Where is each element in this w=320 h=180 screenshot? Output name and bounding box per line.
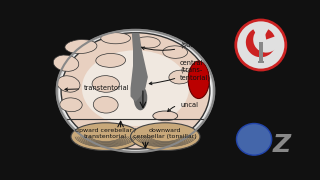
Ellipse shape xyxy=(60,98,82,112)
Ellipse shape xyxy=(61,33,210,149)
Ellipse shape xyxy=(101,33,131,44)
Ellipse shape xyxy=(82,50,189,126)
Ellipse shape xyxy=(93,96,118,113)
Text: uncal: uncal xyxy=(168,102,198,111)
Bar xyxy=(258,60,264,63)
Ellipse shape xyxy=(131,123,200,150)
Wedge shape xyxy=(253,27,279,53)
Ellipse shape xyxy=(57,30,214,152)
Ellipse shape xyxy=(134,85,147,110)
Text: transtentorial: transtentorial xyxy=(65,85,130,91)
Text: central
(trans-
tentorial): central (trans- tentorial) xyxy=(149,60,211,85)
Circle shape xyxy=(236,20,286,70)
Ellipse shape xyxy=(96,53,125,67)
Ellipse shape xyxy=(169,70,191,84)
Ellipse shape xyxy=(236,123,272,155)
Ellipse shape xyxy=(163,46,188,58)
Text: downward
cerebellar (tonsillar): downward cerebellar (tonsillar) xyxy=(133,129,197,139)
Ellipse shape xyxy=(71,123,140,150)
Wedge shape xyxy=(246,29,276,57)
Text: Z: Z xyxy=(273,133,291,157)
Ellipse shape xyxy=(153,111,178,121)
Ellipse shape xyxy=(136,37,160,48)
Bar xyxy=(259,42,263,61)
Ellipse shape xyxy=(59,31,212,150)
Ellipse shape xyxy=(53,55,79,71)
Text: upward cerebellar /
transtentorial: upward cerebellar / transtentorial xyxy=(75,129,136,139)
Polygon shape xyxy=(131,33,148,102)
Ellipse shape xyxy=(65,40,97,53)
Ellipse shape xyxy=(188,61,209,98)
Ellipse shape xyxy=(57,76,80,92)
Text: cingulate
(subfalcine): cingulate (subfalcine) xyxy=(142,34,220,50)
Ellipse shape xyxy=(92,76,119,92)
